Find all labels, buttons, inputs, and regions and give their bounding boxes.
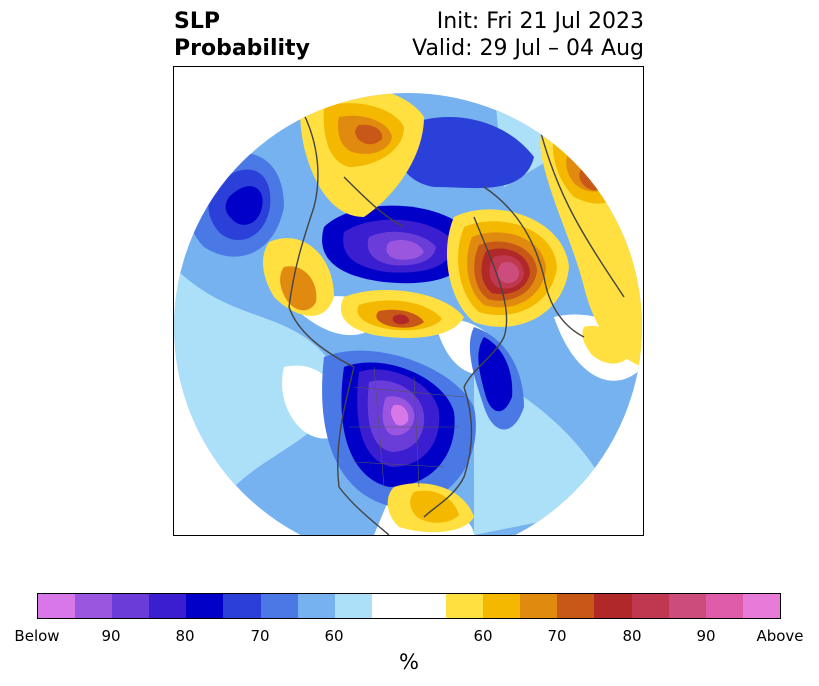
colorbar-tick-label: 60 — [324, 627, 344, 645]
colorbar-segment — [742, 594, 780, 618]
colorbar-segment — [705, 594, 743, 618]
colorbar-tick-label: Below — [14, 627, 60, 645]
colorbar-tick-label: 80 — [622, 627, 642, 645]
map-title: SLP Probability — [174, 8, 310, 62]
colorbar-segment — [594, 594, 632, 618]
colorbar-segment — [223, 594, 261, 618]
colorbar-tick-label: 60 — [473, 627, 493, 645]
map-panel — [173, 66, 644, 536]
borders — [349, 366, 465, 488]
colorbar-tick-label: 80 — [175, 627, 195, 645]
probability-field — [174, 93, 642, 535]
colorbar-segment — [112, 594, 150, 618]
colorbar-segment — [631, 594, 669, 618]
init-date: Init: Fri 21 Jul 2023 — [436, 9, 644, 34]
colorbar-segment — [371, 594, 447, 618]
colorbar-segment — [557, 594, 595, 618]
colorbar-segment — [520, 594, 558, 618]
colorbar-unit: % — [399, 650, 419, 674]
probability-map — [174, 93, 642, 535]
title-variable: SLP — [174, 9, 220, 34]
colorbar-segment — [260, 594, 298, 618]
colorbar-segment — [297, 594, 335, 618]
colorbar-tick-label: 90 — [101, 627, 121, 645]
colorbar-tick-label: 70 — [547, 627, 567, 645]
probability-colorbar — [37, 593, 781, 619]
colorbar-segment — [668, 594, 706, 618]
colorbar-segment — [334, 594, 372, 618]
title-metric: Probability — [174, 36, 310, 61]
colorbar-segment — [483, 594, 521, 618]
colorbar-segment — [38, 594, 76, 618]
forecast-dates: Init: Fri 21 Jul 2023 Valid: 29 Jul – 04… — [412, 8, 644, 62]
colorbar-segment — [186, 594, 224, 618]
valid-range: Valid: 29 Jul – 04 Aug — [412, 36, 644, 61]
colorbar-tick-label: Above — [756, 627, 804, 645]
colorbar-segment — [75, 594, 113, 618]
colorbar-segment — [446, 594, 484, 618]
colorbar-tick-label: 70 — [250, 627, 270, 645]
coastlines — [288, 96, 625, 535]
colorbar-segment — [149, 594, 187, 618]
colorbar-tick-label: 90 — [696, 627, 716, 645]
